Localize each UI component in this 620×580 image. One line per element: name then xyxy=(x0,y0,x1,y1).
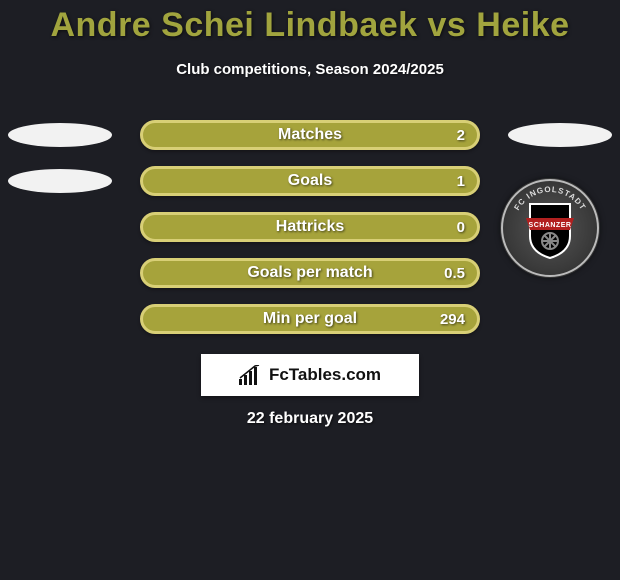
season-subtitle: Club competitions, Season 2024/2025 xyxy=(0,61,620,78)
stat-value-right: 0.5 xyxy=(444,265,465,282)
club-logo-ring: FC INGOLSTADT 04 SCHANZER xyxy=(500,178,600,278)
stat-bar: Hattricks 0 xyxy=(140,212,480,242)
bar-chart-icon xyxy=(239,365,263,385)
stat-value-right: 2 xyxy=(457,127,465,144)
stat-label: Matches xyxy=(278,126,342,144)
stat-value-right: 1 xyxy=(457,173,465,190)
watermark[interactable]: FcTables.com xyxy=(201,354,419,396)
stat-label: Hattricks xyxy=(276,218,344,236)
stat-bar: Goals per match 0.5 xyxy=(140,258,480,288)
right-club-logo: FC INGOLSTADT 04 SCHANZER xyxy=(500,178,600,278)
left-player-marker xyxy=(8,169,112,193)
stat-label: Goals xyxy=(288,172,332,190)
stat-bar: Min per goal 294 xyxy=(140,304,480,334)
footer-date: 22 february 2025 xyxy=(247,410,373,428)
club-logo-svg: FC INGOLSTADT 04 SCHANZER xyxy=(500,178,600,278)
stat-bar: Goals 1 xyxy=(140,166,480,196)
page-title: Andre Schei Lindbaek vs Heike xyxy=(0,0,620,45)
stat-value-right: 294 xyxy=(440,311,465,328)
stat-bar: Matches 2 xyxy=(140,120,480,150)
stat-row: Min per goal 294 xyxy=(0,304,620,334)
watermark-text: FcTables.com xyxy=(269,365,381,385)
left-player-marker xyxy=(8,123,112,147)
stat-value-right: 0 xyxy=(457,219,465,236)
club-banner-text: SCHANZER xyxy=(529,222,572,229)
stat-label: Min per goal xyxy=(263,310,357,328)
stat-label: Goals per match xyxy=(247,264,372,282)
stat-row: Matches 2 xyxy=(0,120,620,150)
right-player-marker xyxy=(508,123,612,147)
